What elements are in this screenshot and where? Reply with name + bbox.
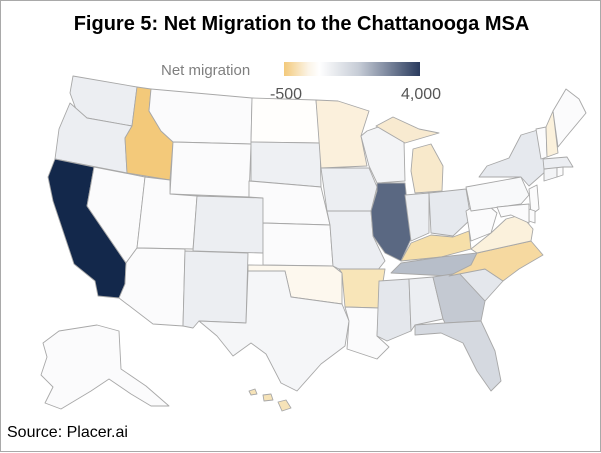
state-AL xyxy=(408,276,444,332)
state-NJ xyxy=(528,184,540,216)
state-CO xyxy=(192,195,264,254)
state-AZ xyxy=(118,247,186,327)
legend-label: Net migration xyxy=(161,62,251,79)
state-DE xyxy=(528,208,536,224)
state-NC xyxy=(448,240,544,282)
state-MA xyxy=(542,156,574,170)
state-MD xyxy=(496,203,530,224)
figure-title: Figure 5: Net Migration to the Chattanoo… xyxy=(73,13,530,35)
state-KY xyxy=(400,230,472,262)
state-TX xyxy=(198,270,350,392)
state-MN xyxy=(315,99,370,169)
source-note: Source: Placer.ai xyxy=(7,424,128,441)
legend-color-bar xyxy=(284,62,420,76)
state-WY xyxy=(169,141,252,198)
state-OH xyxy=(428,188,472,237)
state-NH xyxy=(545,110,559,158)
legend-max-label: 4,000 xyxy=(401,86,442,103)
state-FL xyxy=(414,320,502,392)
state-MS xyxy=(376,278,412,342)
state-ND xyxy=(250,97,321,144)
state-MI-upper xyxy=(375,116,440,144)
state-SD xyxy=(250,141,322,188)
state-IN xyxy=(404,192,430,242)
state-KS xyxy=(262,222,334,267)
state-NM xyxy=(182,250,249,329)
state-NY xyxy=(478,128,547,187)
state-ME xyxy=(552,88,587,148)
state-HI xyxy=(248,388,292,412)
state-IA xyxy=(320,167,378,212)
state-RI xyxy=(556,166,564,178)
state-PA xyxy=(465,176,530,212)
state-AK xyxy=(40,324,170,410)
state-MI-lower xyxy=(410,143,444,194)
